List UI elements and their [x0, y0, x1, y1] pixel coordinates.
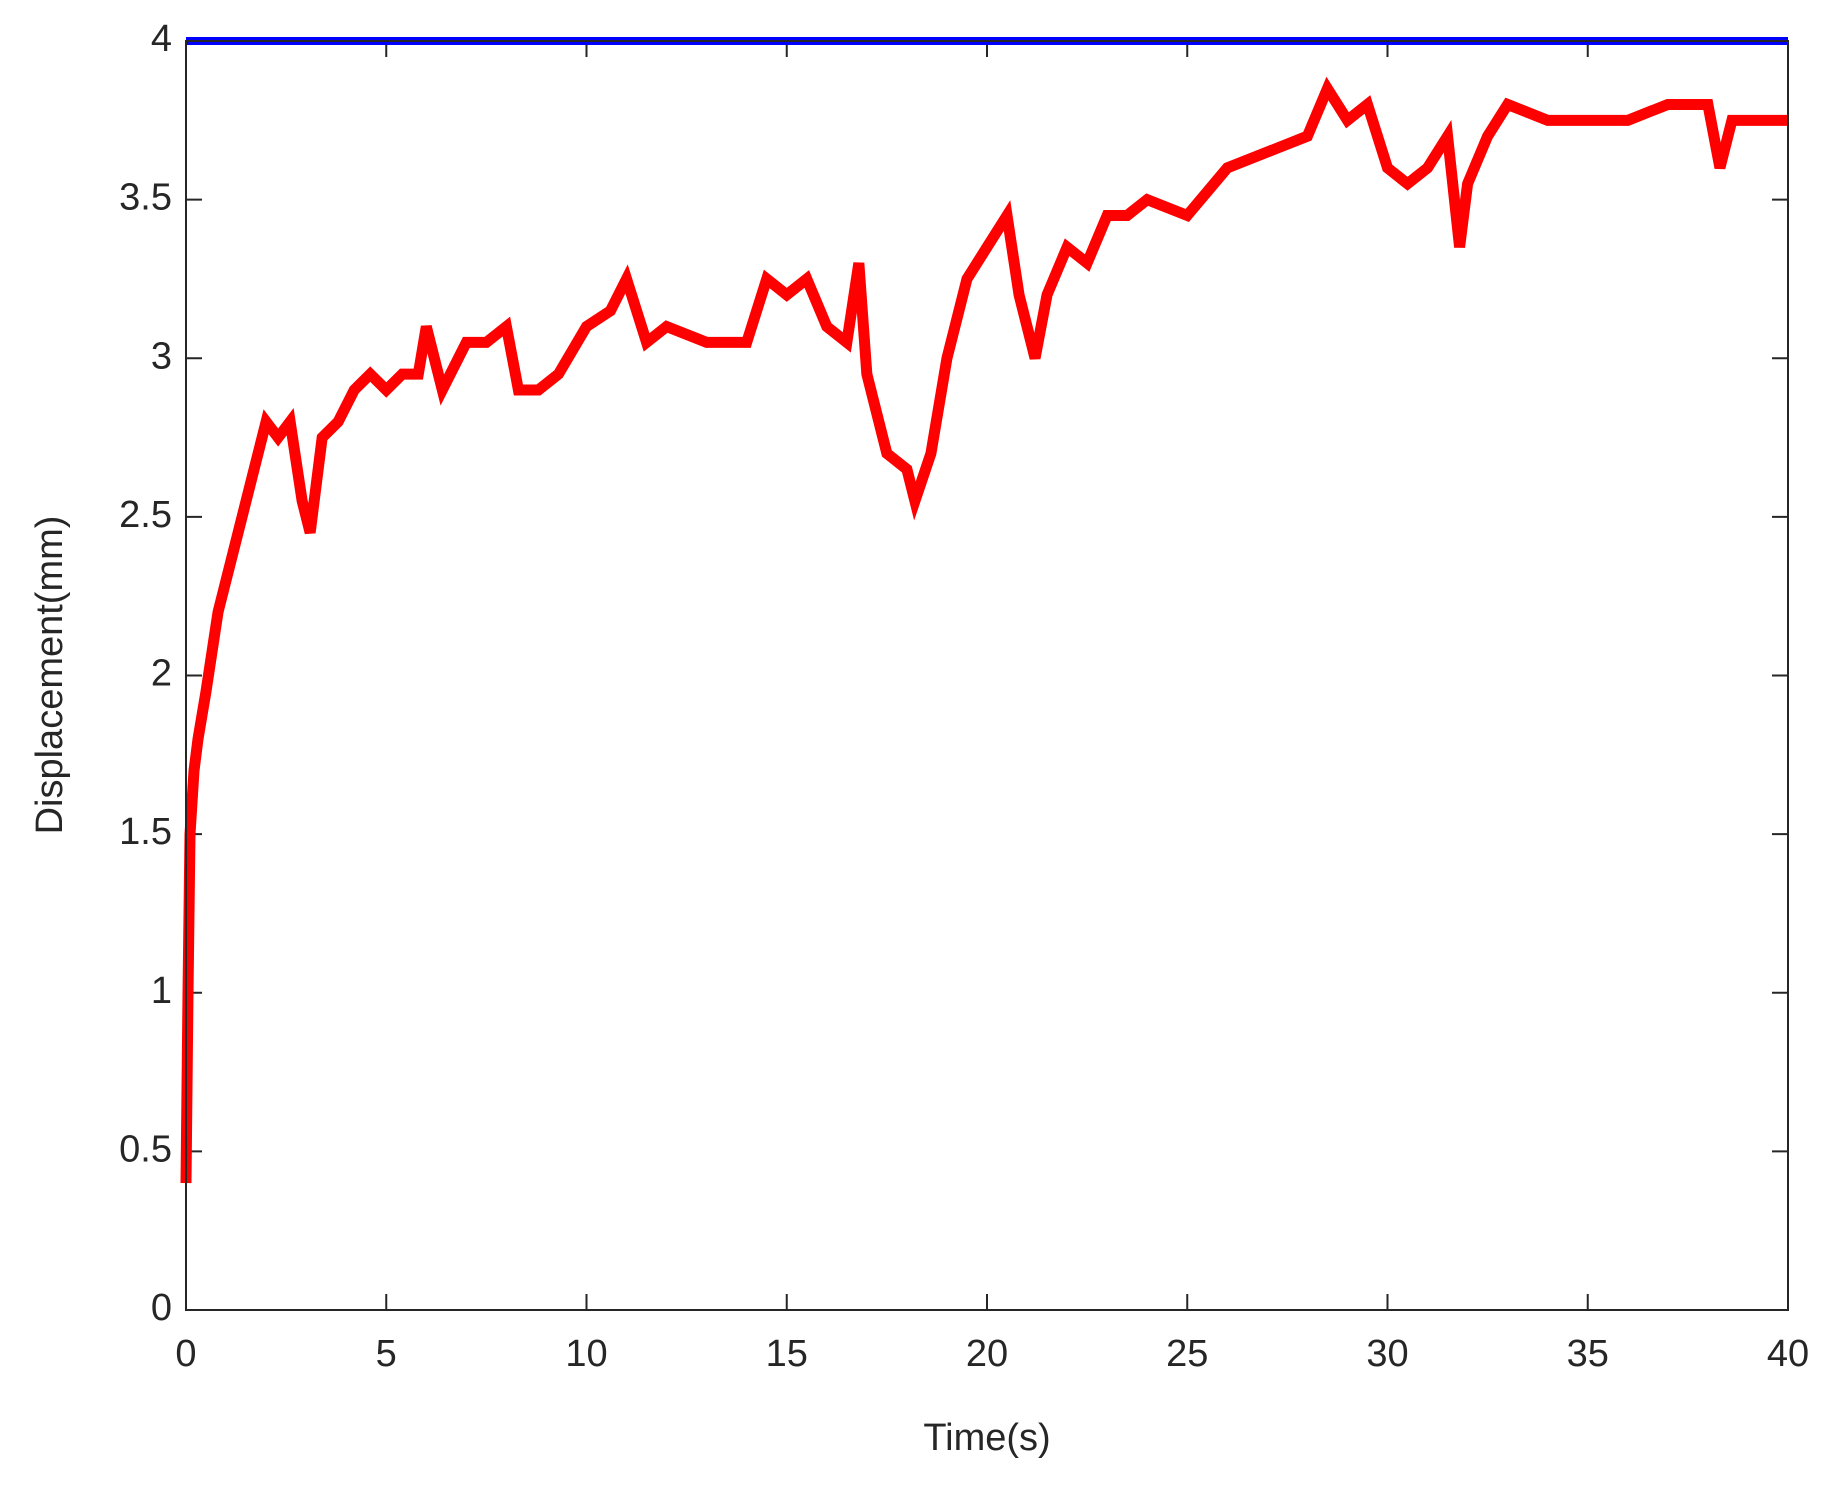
axes-frame: [185, 40, 1789, 1311]
y-tick-label: 2: [151, 653, 172, 695]
x-tick-label: 5: [376, 1333, 397, 1375]
x-tick-label: 25: [1166, 1333, 1208, 1375]
y-tick-label: 0: [151, 1287, 172, 1329]
x-tick-label: 30: [1366, 1333, 1408, 1375]
x-tick-label: 35: [1567, 1333, 1609, 1375]
x-tick-label: 10: [565, 1333, 607, 1375]
x-axis-label: Time(s): [923, 1417, 1050, 1459]
y-tick-label: 0.5: [119, 1128, 172, 1170]
y-axis-label: Displacement(mm): [29, 516, 71, 835]
y-tick-label: 2.5: [119, 494, 172, 536]
y-tick-label: 1: [151, 970, 172, 1012]
data-line: [180, 76, 1788, 1184]
plot-area: [186, 41, 1788, 1310]
x-tick-label: 15: [766, 1333, 808, 1375]
y-tick-label: 1.5: [119, 811, 172, 853]
y-tick-label: 3.5: [119, 177, 172, 219]
x-tick-label: 40: [1767, 1333, 1809, 1375]
y-tick-label: 4: [151, 18, 172, 60]
x-tick-label: 20: [966, 1333, 1008, 1375]
x-tick-label: 0: [175, 1333, 196, 1375]
y-tick-label: 3: [151, 335, 172, 377]
